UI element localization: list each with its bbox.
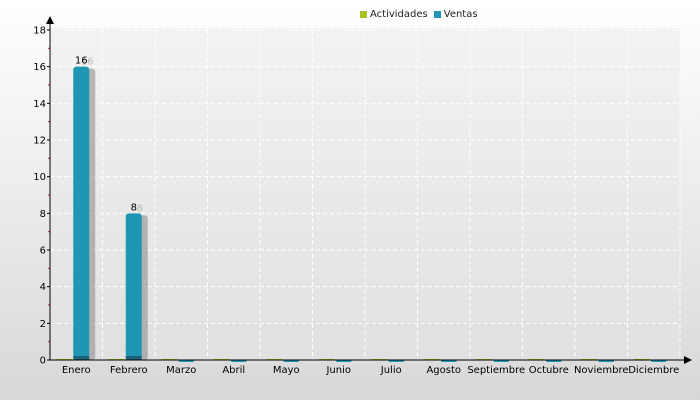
legend-swatch-ventas xyxy=(433,11,441,18)
bar-ventas-base xyxy=(125,356,142,360)
data-label: 8 xyxy=(131,202,137,213)
y-tick-label: 4 xyxy=(40,282,46,293)
bars xyxy=(56,66,667,362)
y-axis-arrow xyxy=(46,16,54,24)
legend: Actividades Ventas xyxy=(360,9,484,20)
data-label: 16 xyxy=(75,56,88,67)
y-tick-label: 10 xyxy=(33,172,46,183)
bar-ventas-base xyxy=(73,356,90,360)
x-tick-label: Abril xyxy=(222,365,245,376)
y-tick-label: 16 xyxy=(33,62,46,73)
y-tick-label: 0 xyxy=(40,356,46,367)
legend-entry-ventas: Ventas xyxy=(433,9,478,20)
tick-labels: 0 2 4 6 8 10 12 14 16 18 Enero Febrero Marzo Abril May… xyxy=(33,26,679,377)
x-tick-label: Octubre xyxy=(529,365,569,376)
x-tick-label: Mayo xyxy=(273,365,300,376)
x-axis-arrow xyxy=(684,356,692,364)
legend-swatch-actividades xyxy=(360,11,367,18)
data-label-shadow: 8 xyxy=(137,203,143,214)
x-tick-label: Diciembre xyxy=(628,365,679,376)
axes xyxy=(46,16,692,364)
y-tick-label: 2 xyxy=(40,319,46,330)
x-tick-label: Enero xyxy=(62,365,91,376)
x-tick-label: Febrero xyxy=(110,365,148,376)
x-tick-label: Noviembre xyxy=(574,365,629,376)
x-tick-label: Julio xyxy=(380,365,402,376)
legend-label-actividades: Actividades xyxy=(370,9,428,20)
bar-ventas xyxy=(73,66,90,361)
y-tick-label: 14 xyxy=(33,99,46,110)
y-tick-label: 18 xyxy=(33,26,46,37)
bar-ventas xyxy=(125,213,142,360)
y-tick-label: 8 xyxy=(40,209,46,220)
x-tick-label: Marzo xyxy=(166,365,196,376)
y-tick-label: 12 xyxy=(33,136,46,147)
grid-lines xyxy=(50,29,681,360)
x-tick-label: Septiembre xyxy=(467,365,525,376)
data-label-shadow: 16 xyxy=(81,57,94,68)
y-tick-label: 6 xyxy=(40,246,46,257)
x-tick-label: Agosto xyxy=(426,365,461,376)
legend-entry-actividades: Actividades xyxy=(360,9,428,20)
x-tick-label: Junio xyxy=(325,365,351,376)
legend-label-ventas: Ventas xyxy=(443,9,478,20)
